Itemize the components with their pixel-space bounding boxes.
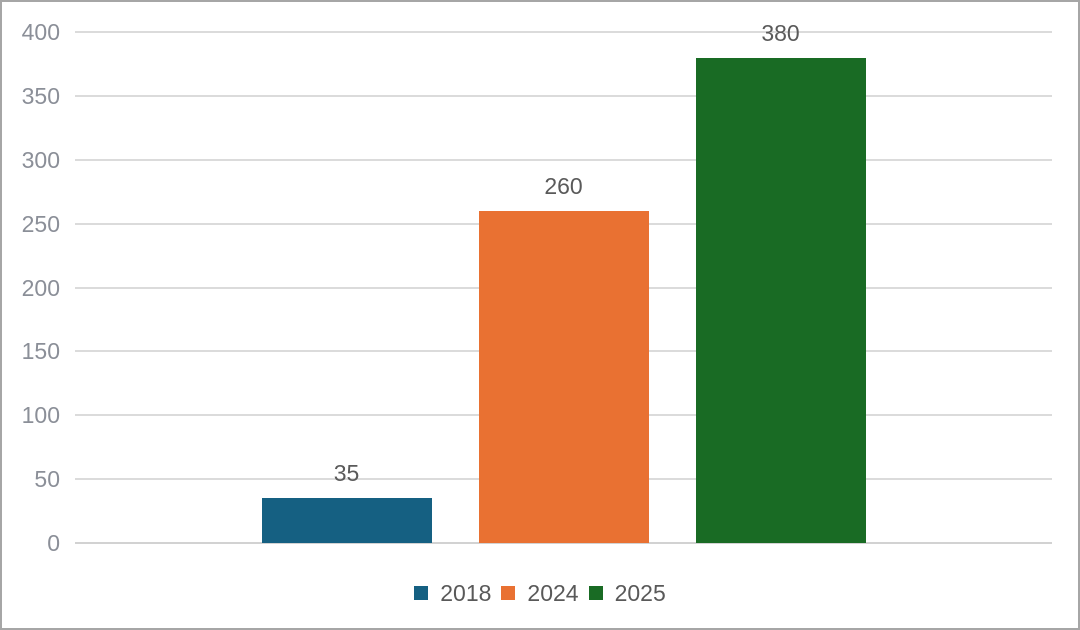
legend-item-2024: 2024 <box>501 580 579 606</box>
x-axis-baseline <box>75 542 1052 544</box>
y-tick-label: 300 <box>21 146 60 173</box>
data-label-2025: 380 <box>761 19 800 46</box>
bar-2024 <box>478 210 649 543</box>
legend-swatch-icon <box>588 586 603 600</box>
legend-item-2018: 2018 <box>414 580 491 606</box>
y-tick-label: 150 <box>21 338 60 365</box>
y-tick-label: 50 <box>34 466 60 493</box>
y-tick-label: 0 <box>47 530 60 556</box>
y-tick-label: 400 <box>21 19 60 45</box>
legend-swatch-icon <box>414 586 429 600</box>
bar-2018 <box>261 498 432 543</box>
gridline <box>75 158 1052 161</box>
legend-label: 2024 <box>527 580 579 606</box>
y-tick-label: 200 <box>21 274 60 301</box>
legend-label: 2018 <box>440 580 492 606</box>
y-tick-label: 250 <box>21 210 60 237</box>
legend-item-2025: 2025 <box>588 580 666 606</box>
gridline <box>75 31 1052 33</box>
bar-2025 <box>695 57 866 543</box>
gridline <box>75 94 1052 97</box>
legend: 2018 2024 2025 <box>2 580 1078 606</box>
y-tick-label: 100 <box>21 402 60 429</box>
legend-label: 2025 <box>614 580 666 606</box>
data-label-2018: 35 <box>333 460 360 487</box>
y-tick-label: 350 <box>21 82 60 109</box>
legend-swatch-icon <box>501 586 516 600</box>
data-label-2024: 260 <box>544 172 583 199</box>
